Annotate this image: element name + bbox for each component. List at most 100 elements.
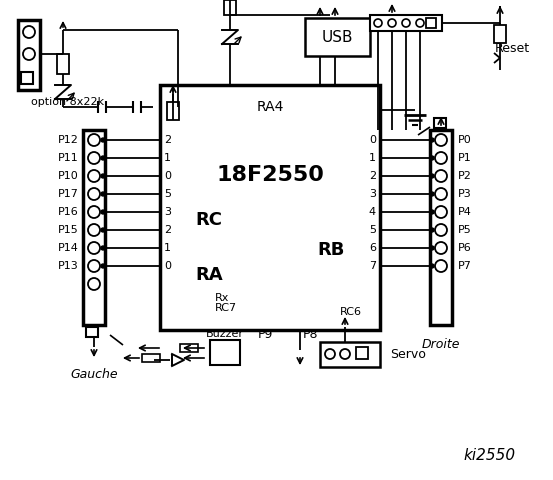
Circle shape <box>340 349 350 359</box>
Circle shape <box>101 210 105 214</box>
Bar <box>494 25 506 43</box>
Text: P7: P7 <box>458 261 472 271</box>
Circle shape <box>88 278 100 290</box>
Text: RC: RC <box>195 211 222 229</box>
Text: 1: 1 <box>164 153 171 163</box>
Bar <box>57 54 69 74</box>
Circle shape <box>430 156 434 160</box>
Text: P11: P11 <box>58 153 79 163</box>
Text: 3: 3 <box>164 207 171 217</box>
Text: RA: RA <box>195 266 223 284</box>
Text: 18F2550: 18F2550 <box>216 165 324 185</box>
Circle shape <box>435 134 447 146</box>
Circle shape <box>101 174 105 178</box>
Circle shape <box>435 152 447 164</box>
Circle shape <box>430 210 434 214</box>
Text: ki2550: ki2550 <box>464 447 516 463</box>
Circle shape <box>88 188 100 200</box>
Bar <box>210 340 240 365</box>
Circle shape <box>23 48 35 60</box>
Text: 6: 6 <box>369 243 376 253</box>
Circle shape <box>101 192 105 196</box>
Circle shape <box>101 246 105 250</box>
Text: RB: RB <box>317 241 345 259</box>
Circle shape <box>435 242 447 254</box>
Text: P1: P1 <box>458 153 472 163</box>
Text: 0: 0 <box>164 171 171 181</box>
Text: P2: P2 <box>458 171 472 181</box>
Text: 0: 0 <box>369 135 376 145</box>
Circle shape <box>23 26 35 38</box>
Circle shape <box>88 152 100 164</box>
Text: 2: 2 <box>164 225 171 235</box>
Text: P6: P6 <box>458 243 472 253</box>
Text: P14: P14 <box>58 243 79 253</box>
Text: USB: USB <box>321 29 353 45</box>
Circle shape <box>435 224 447 236</box>
Circle shape <box>325 349 335 359</box>
Text: RC7: RC7 <box>215 303 237 313</box>
Circle shape <box>430 228 434 232</box>
Circle shape <box>88 206 100 218</box>
Bar <box>18 20 40 90</box>
Text: 1: 1 <box>369 153 376 163</box>
Text: P10: P10 <box>58 171 79 181</box>
Text: P8: P8 <box>302 328 318 341</box>
Circle shape <box>435 170 447 182</box>
Bar <box>180 344 198 352</box>
Circle shape <box>101 228 105 232</box>
Bar <box>320 342 380 367</box>
Circle shape <box>101 138 105 142</box>
Text: Buzzer: Buzzer <box>206 329 244 339</box>
Text: Droite: Droite <box>422 338 460 351</box>
Text: RA4: RA4 <box>256 100 284 114</box>
Text: 7: 7 <box>369 261 376 271</box>
Text: 2: 2 <box>164 135 171 145</box>
Text: P3: P3 <box>458 189 472 199</box>
Bar <box>224 0 236 15</box>
Circle shape <box>430 192 434 196</box>
Text: 5: 5 <box>164 189 171 199</box>
Bar <box>305 18 370 56</box>
Bar <box>356 347 368 359</box>
Text: P4: P4 <box>458 207 472 217</box>
Circle shape <box>88 242 100 254</box>
Circle shape <box>88 134 100 146</box>
Bar <box>160 85 380 330</box>
Text: 3: 3 <box>369 189 376 199</box>
Text: option 8x22k: option 8x22k <box>32 97 105 107</box>
Text: 2: 2 <box>369 171 376 181</box>
Bar <box>86 327 98 337</box>
Circle shape <box>435 188 447 200</box>
Text: P9: P9 <box>257 328 273 341</box>
Circle shape <box>430 246 434 250</box>
Bar <box>21 72 33 84</box>
Circle shape <box>430 138 434 142</box>
Text: Servo: Servo <box>390 348 426 360</box>
Text: P5: P5 <box>458 225 472 235</box>
Text: 4: 4 <box>369 207 376 217</box>
Circle shape <box>416 19 424 27</box>
Text: P17: P17 <box>58 189 79 199</box>
Text: P12: P12 <box>58 135 79 145</box>
Text: P0: P0 <box>458 135 472 145</box>
Circle shape <box>374 19 382 27</box>
Text: 0: 0 <box>164 261 171 271</box>
Text: Reset: Reset <box>495 41 530 55</box>
Bar <box>83 130 105 325</box>
Bar <box>167 102 179 120</box>
Circle shape <box>430 264 434 268</box>
Circle shape <box>88 260 100 272</box>
Circle shape <box>101 264 105 268</box>
Text: Gauche: Gauche <box>70 369 118 382</box>
Bar <box>426 18 436 28</box>
Circle shape <box>435 206 447 218</box>
Circle shape <box>388 19 396 27</box>
Text: RC6: RC6 <box>340 307 362 317</box>
Circle shape <box>430 174 434 178</box>
Circle shape <box>435 260 447 272</box>
Bar <box>370 15 442 31</box>
Text: 5: 5 <box>369 225 376 235</box>
Bar <box>434 118 446 128</box>
Circle shape <box>88 170 100 182</box>
